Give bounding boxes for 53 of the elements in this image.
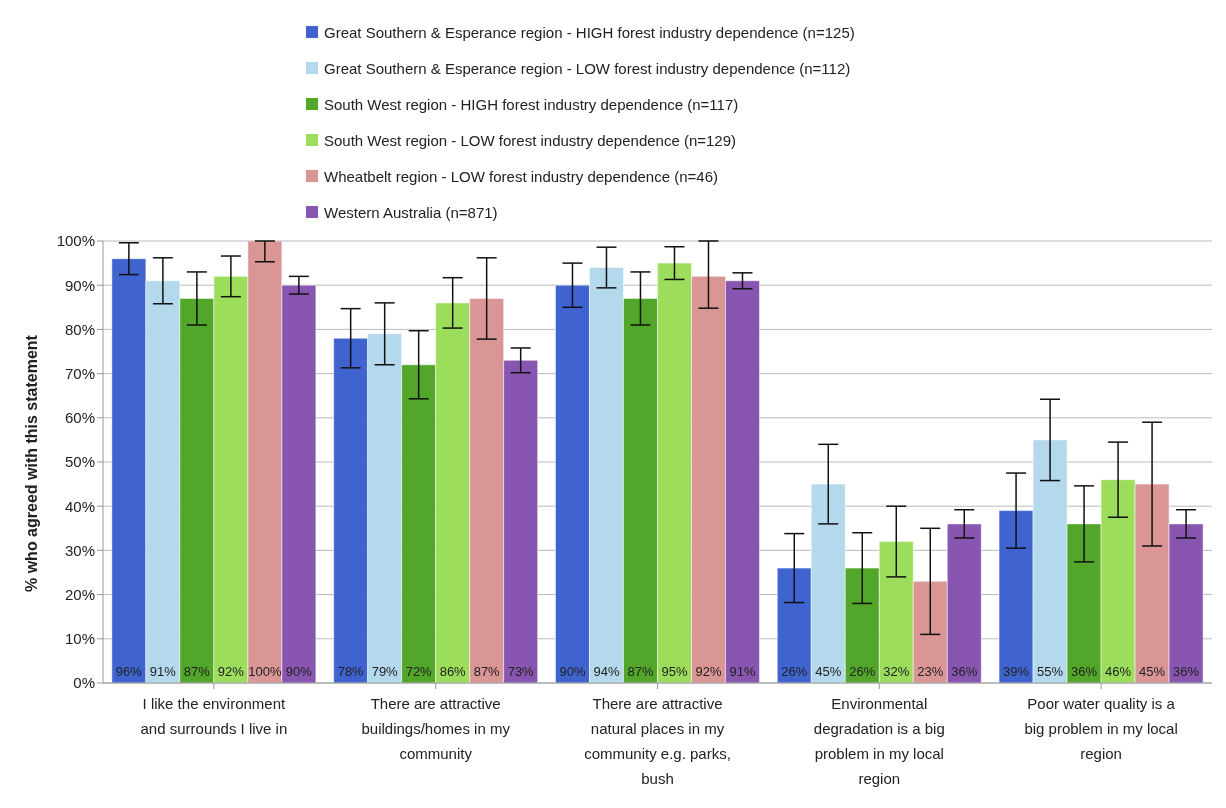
data-label: 87% [473, 664, 501, 679]
data-label: 73% [507, 664, 535, 679]
y-tick-label: 10% [64, 630, 95, 648]
data-label: 55% [1037, 664, 1064, 679]
data-label: 36% [951, 664, 978, 679]
data-label: 36% [1173, 664, 1200, 679]
data-label: 92% [217, 664, 245, 679]
data-label: 26% [849, 664, 876, 679]
y-tick-label: 0% [73, 674, 95, 692]
y-tick-label: 90% [64, 276, 95, 294]
y-tick-label: 50% [64, 453, 95, 471]
data-label: 46% [1105, 664, 1132, 679]
y-tick-label: 100% [56, 232, 95, 250]
data-label: 23% [917, 664, 944, 679]
data-label: 90% [559, 664, 586, 679]
data-label: 94% [593, 664, 620, 679]
legend-label: Great Southern & Esperance region - HIGH forest industry dependence (n=125) [324, 23, 855, 41]
data-label: 39% [1003, 664, 1030, 679]
y-tick-label: 30% [64, 541, 95, 559]
x-tick-label: Environmental degradation is a big problem in my local region [813, 695, 945, 787]
y-tick-label: 40% [64, 497, 95, 515]
y-tick-label: 20% [64, 585, 95, 603]
data-label: 95% [661, 664, 688, 679]
y-tick-label: 80% [64, 320, 95, 338]
x-tick-label: There are attractive natural places in my community e.g. parks, bush [584, 695, 731, 787]
data-label: 91% [729, 664, 756, 679]
data-label: 45% [1139, 664, 1166, 679]
legend-label: South West region - HIGH forest industry dependence (n=117) [324, 95, 739, 113]
legend-label: South West region - LOW forest industry dependence (n=129) [324, 131, 737, 149]
y-tick-label: 70% [64, 364, 95, 382]
data-label: 92% [695, 664, 722, 679]
y-axis-title: % who agreed with this statement [22, 334, 40, 592]
data-label: 45% [815, 664, 842, 679]
legend-label: Great Southern & Esperance region - LOW forest industry dependence (n=112) [324, 59, 851, 77]
data-label: 96% [115, 664, 143, 679]
data-label: 78% [337, 664, 365, 679]
legend-label: Western Australia (n=871) [324, 203, 498, 221]
legend-label: Wheatbelt region - LOW forest industry dependence (n=46) [324, 167, 718, 185]
y-tick-label: 60% [64, 409, 95, 427]
data-label: 79% [371, 664, 399, 679]
x-tick-label: Poor water quality is a big problem in my local region [1024, 695, 1178, 762]
data-label: 32% [883, 664, 910, 679]
data-label: 90% [285, 664, 313, 679]
x-tick-label: I like the environment and surrounds I live in [140, 695, 288, 737]
data-label: 100% [248, 664, 282, 679]
data-label: 87% [627, 664, 654, 679]
data-label: 86% [439, 664, 467, 679]
data-label: 36% [1071, 664, 1098, 679]
data-label: 26% [781, 664, 808, 679]
data-label: 91% [149, 664, 177, 679]
data-label: 87% [183, 664, 211, 679]
x-tick-label: There are attractive buildings/homes in my community [361, 695, 511, 762]
data-label: 72% [405, 664, 433, 679]
